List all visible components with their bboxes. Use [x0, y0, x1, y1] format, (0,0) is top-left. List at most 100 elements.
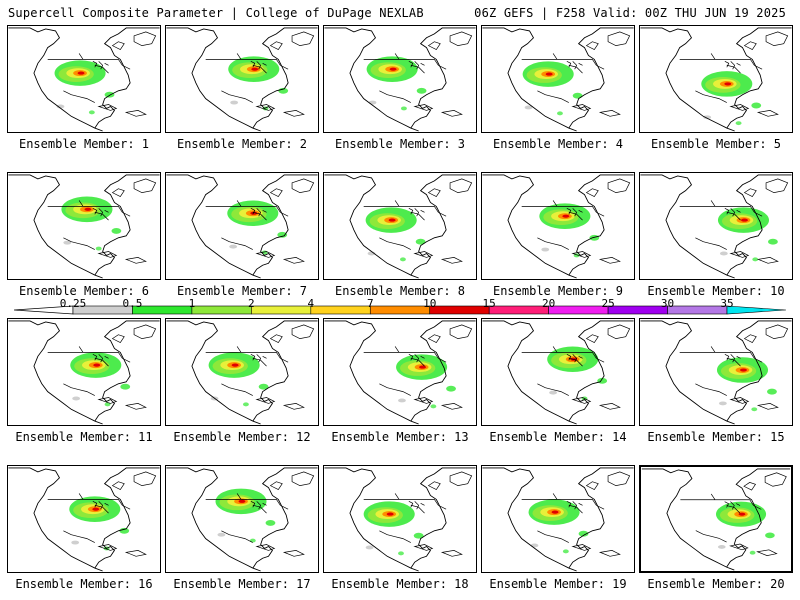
- ensemble-member-label: Ensemble Member: 3: [334, 137, 466, 151]
- scp-shading: [228, 56, 289, 111]
- ensemble-map-panel: [323, 318, 477, 426]
- map-image: [482, 320, 634, 425]
- product-title: Supercell Composite Parameter | College …: [8, 6, 424, 20]
- ensemble-member-label: Ensemble Member: 2: [176, 137, 308, 151]
- colorbar-segment: [548, 305, 609, 315]
- colorbar-tick-label: 0.25: [59, 297, 87, 310]
- map-image: [640, 27, 792, 132]
- map-image: [482, 467, 634, 572]
- ensemble-map-panel: [481, 465, 635, 573]
- scp-shading: [396, 354, 456, 409]
- colorbar-tick-label: 0.5: [122, 297, 143, 310]
- colorbar-segment: [369, 305, 431, 315]
- map-image: [324, 27, 476, 132]
- ensemble-member-label: Ensemble Member: 9: [492, 284, 624, 298]
- map-image: [8, 320, 160, 425]
- colorbar-segment: [310, 305, 371, 315]
- colorbar-segment: [191, 305, 252, 315]
- ensemble-map-panel: [165, 172, 319, 280]
- ensemble-map-panel: [481, 25, 635, 133]
- colorbar-tick-label: 7: [366, 297, 374, 310]
- ensemble-member-label: Ensemble Member: 13: [331, 430, 469, 444]
- colorbar-tick-label: 30: [660, 297, 675, 310]
- ensemble-map-panel: [7, 25, 161, 133]
- map-image: [482, 174, 634, 279]
- scp-shading: [363, 501, 424, 556]
- ensemble-member-label: Ensemble Member: 17: [173, 577, 311, 591]
- ensemble-map-panel: [7, 172, 161, 280]
- map-image: [640, 174, 792, 279]
- scp-shading: [522, 61, 583, 116]
- map-image: [324, 467, 476, 572]
- colorbar-high-arrow: [726, 305, 786, 315]
- scp-shading: [539, 203, 600, 258]
- map-image: [324, 320, 476, 425]
- colorbar-segment: [607, 305, 668, 315]
- ensemble-map-panel: [481, 318, 635, 426]
- colorbar-segment: [429, 305, 490, 315]
- colorbar-segment: [488, 305, 549, 315]
- map-image: [640, 320, 792, 425]
- ensemble-map-panel: [323, 465, 477, 573]
- colorbar-tick-label: 2: [248, 297, 255, 310]
- ensemble-member-label: Ensemble Member: 10: [647, 284, 785, 298]
- scp-shading: [528, 499, 589, 554]
- ensemble-map-panel: [7, 318, 161, 426]
- map-image: [8, 174, 160, 279]
- ensemble-map-panel: [639, 172, 793, 280]
- scp-shading: [547, 346, 608, 401]
- scp-shading: [215, 488, 276, 543]
- colorbar-tick-label: 10: [423, 297, 437, 310]
- ensemble-member-label: Ensemble Member: 7: [176, 284, 308, 298]
- ensemble-member-label: Ensemble Member: 1: [18, 137, 150, 151]
- colorbar-segment: [667, 305, 728, 315]
- map-image: [166, 320, 318, 425]
- ensemble-map-panel: [7, 465, 161, 573]
- color-scale-bar: [14, 305, 786, 315]
- ensemble-map-panel: [165, 25, 319, 133]
- scp-shading: [365, 207, 426, 262]
- scp-shading: [54, 60, 115, 115]
- scp-shading: [227, 200, 288, 255]
- colorbar-tick-label: 1: [188, 297, 196, 310]
- ensemble-map-panel: [639, 25, 793, 133]
- colorbar-tick-label: 35: [720, 297, 734, 310]
- scp-shading: [61, 196, 122, 251]
- colorbar-tick-label: 4: [307, 297, 315, 310]
- ensemble-member-label: Ensemble Member: 18: [331, 577, 469, 591]
- ensemble-member-label: Ensemble Member: 20: [647, 577, 785, 591]
- ensemble-member-label: Ensemble Member: 19: [489, 577, 627, 591]
- map-image: [8, 27, 160, 132]
- colorbar-tick-label: 15: [482, 297, 496, 310]
- map-image: [641, 468, 791, 571]
- map-image: [166, 27, 318, 132]
- ensemble-member-label: Ensemble Member: 15: [647, 430, 785, 444]
- colorbar-tick-label: 20: [542, 297, 556, 310]
- ensemble-map-panel: [323, 172, 477, 280]
- ensemble-member-label: Ensemble Member: 4: [492, 137, 624, 151]
- map-image: [482, 27, 634, 132]
- map-image: [324, 174, 476, 279]
- colorbar-segment: [251, 305, 312, 315]
- scp-shading: [70, 352, 131, 407]
- map-image: [166, 174, 318, 279]
- ensemble-map-panel: [165, 465, 319, 573]
- ensemble-map-panel: [481, 172, 635, 280]
- scp-shading: [716, 501, 775, 555]
- ensemble-member-label: Ensemble Member: 11: [15, 430, 153, 444]
- scp-shading: [716, 357, 777, 412]
- scp-shading: [69, 496, 130, 551]
- ensemble-map-panel: [323, 25, 477, 133]
- ensemble-member-label: Ensemble Member: 14: [489, 430, 627, 444]
- ensemble-map-panel: [639, 465, 793, 573]
- ensemble-member-label: Ensemble Member: 8: [334, 284, 466, 298]
- colorbar-tick-label: 25: [601, 297, 615, 310]
- scp-shading: [717, 207, 778, 262]
- map-image: [8, 467, 160, 572]
- scp-shading: [366, 56, 427, 111]
- run-valid-time: 06Z GEFS | F258 Valid: 00Z THU JUN 19 20…: [474, 6, 786, 20]
- ensemble-map-panel: [165, 318, 319, 426]
- ensemble-member-label: Ensemble Member: 6: [18, 284, 150, 298]
- scp-shading: [701, 71, 762, 126]
- map-image: [166, 467, 318, 572]
